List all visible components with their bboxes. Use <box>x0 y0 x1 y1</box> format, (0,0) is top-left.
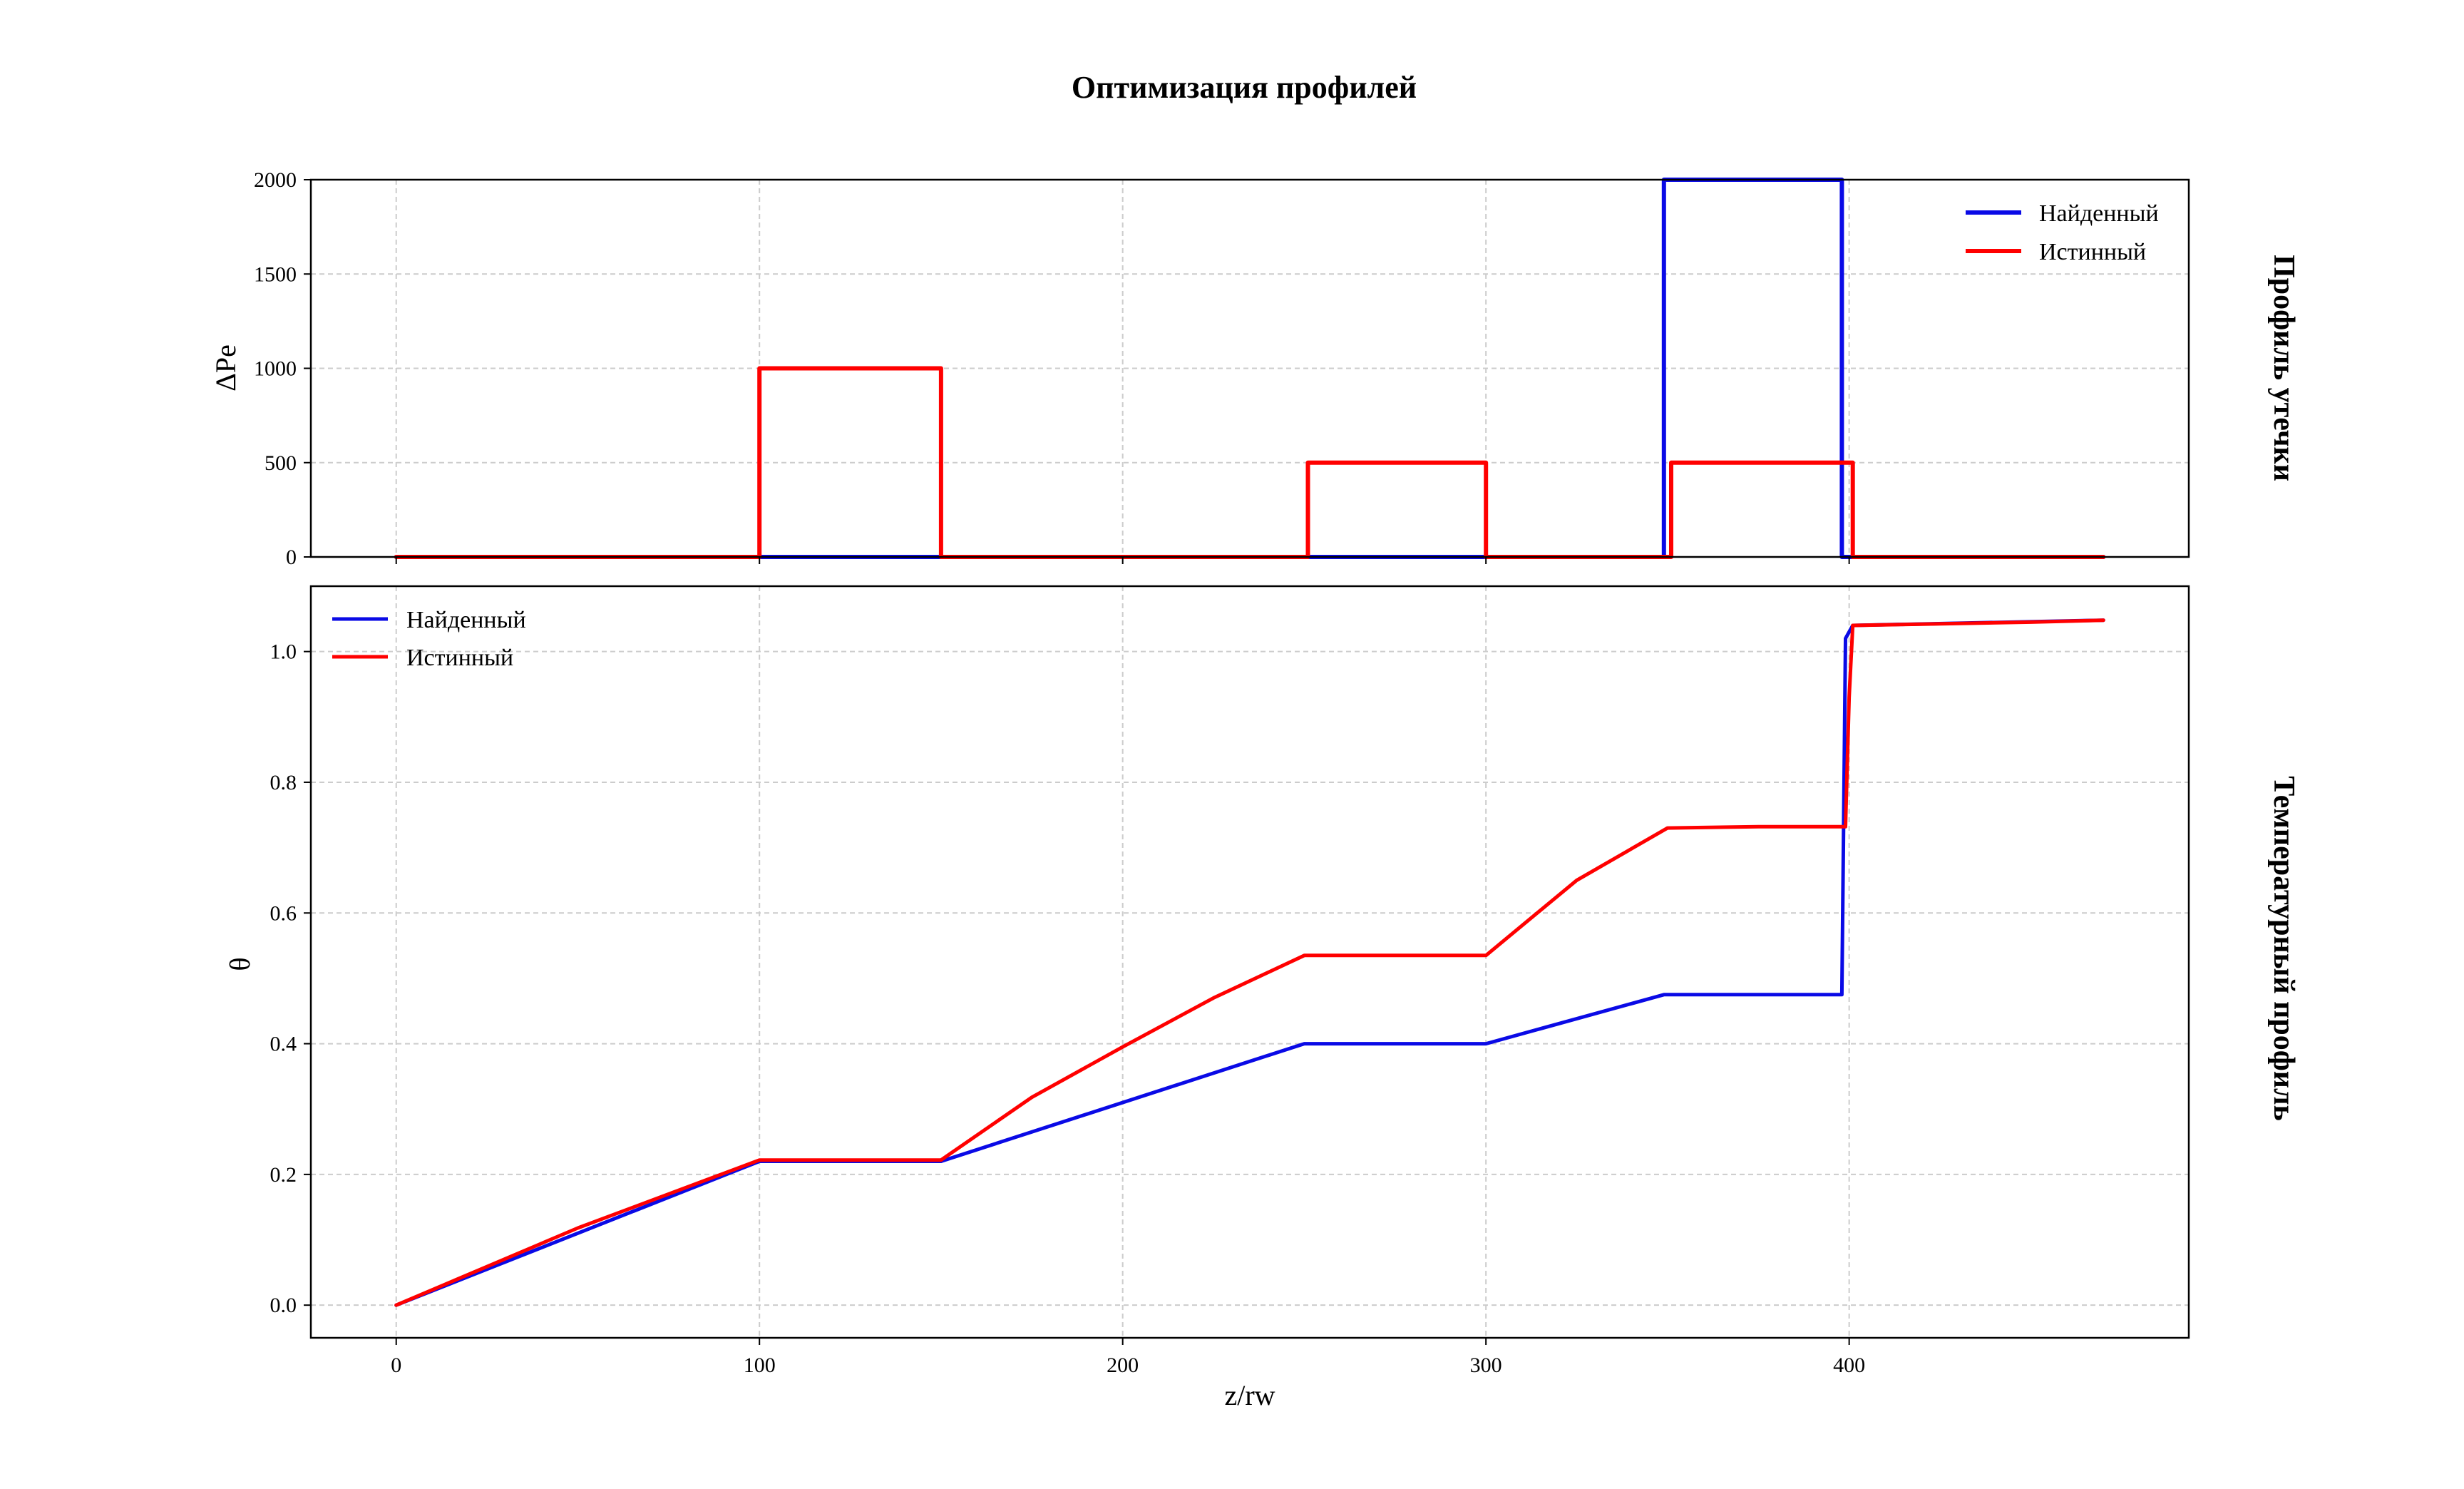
temperature-panel: 0 100 200 300 400 0.0 0.2 0.4 0.6 0.8 1.0 θ Темпер… <box>224 585 2300 1411</box>
legend-true-label: Истинный <box>2039 239 2146 265</box>
leakage-panel: 0 500 1000 1500 2000 ΔPe Профиль утечки Найд… <box>210 168 2300 569</box>
found-series-line <box>394 178 2106 559</box>
x-tick-label: 300 <box>1470 1354 1502 1377</box>
temperature-grid <box>311 586 2189 1338</box>
y-tick-label: 0.6 <box>270 901 297 925</box>
y-tick-label: 500 <box>265 451 297 475</box>
y-tick-label: 1500 <box>254 262 297 286</box>
leakage-series <box>394 178 2106 559</box>
y-tick-label: 1000 <box>254 357 297 381</box>
leakage-grid <box>311 179 2189 558</box>
temperature-side-label: Температурный профиль <box>2267 776 2300 1121</box>
legend-found-label: Найденный <box>406 607 526 633</box>
true-series-line <box>394 618 2105 1307</box>
leakage-ylabel: ΔPe <box>210 344 242 392</box>
legend-found-label: Найденный <box>2039 200 2159 227</box>
legend-true-label: Истинный <box>406 645 513 671</box>
y-tick-label: 0.2 <box>270 1163 297 1187</box>
y-tick-label: 0.0 <box>270 1294 297 1317</box>
y-tick-label: 2000 <box>254 168 297 192</box>
y-tick-label: 0.8 <box>270 771 297 794</box>
chart-title: Оптимизация профилей <box>1072 70 1417 105</box>
leakage-side-label: Профиль утечки <box>2267 255 2300 481</box>
temperature-series <box>394 618 2105 1307</box>
x-tick-label: 100 <box>744 1354 776 1377</box>
true-series-line <box>394 366 2106 559</box>
temperature-ylabel: θ <box>224 957 256 971</box>
leakage-legend: Найденный Истинный <box>1966 200 2159 265</box>
temperature-plot-frame <box>309 585 2190 1339</box>
x-axis-label: z/rw <box>1224 1379 1275 1411</box>
x-tick-label: 0 <box>391 1354 401 1377</box>
temperature-legend: Найденный Истинный <box>332 607 526 671</box>
y-tick-label: 1.0 <box>270 640 297 664</box>
leakage-ticks: 0 500 1000 1500 2000 <box>254 168 1850 569</box>
x-tick-label: 400 <box>1833 1354 1865 1377</box>
temperature-ticks: 0 100 200 300 400 0.0 0.2 0.4 0.6 0.8 1.0 <box>270 640 1866 1377</box>
x-tick-label: 200 <box>1107 1354 1139 1377</box>
y-tick-label: 0.4 <box>270 1033 297 1056</box>
y-tick-label: 0 <box>286 546 297 569</box>
